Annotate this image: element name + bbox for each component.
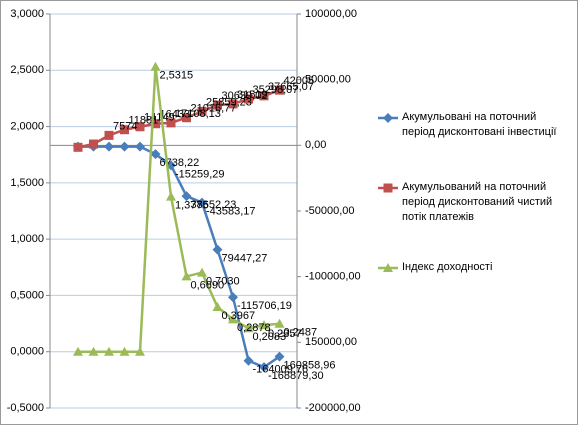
marker bbox=[383, 263, 393, 272]
y-tick-label: 0,0000 bbox=[10, 346, 44, 358]
marker bbox=[383, 113, 393, 123]
marker bbox=[274, 351, 285, 362]
marker bbox=[212, 244, 223, 255]
marker bbox=[228, 314, 238, 324]
data-label: -15259,29 bbox=[175, 168, 225, 180]
marker bbox=[383, 183, 393, 193]
marker bbox=[150, 61, 161, 71]
legend-entry: Акумульований на поточний період дисконт… bbox=[402, 181, 553, 223]
legend-entry: Акумульовані на поточний період дисконто… bbox=[402, 111, 557, 138]
data-label: -168879,30 bbox=[268, 370, 324, 382]
marker bbox=[89, 139, 98, 149]
y2-tick-label: 100000,00 bbox=[305, 8, 357, 20]
marker bbox=[259, 362, 269, 373]
marker bbox=[119, 346, 130, 356]
data-label: -164009,76 bbox=[253, 364, 309, 376]
marker bbox=[244, 94, 253, 104]
marker bbox=[73, 346, 83, 356]
data-label: 0,6690 bbox=[191, 279, 225, 291]
y2-tick-label: -50000,00 bbox=[305, 205, 355, 217]
marker bbox=[166, 191, 176, 201]
marker bbox=[104, 130, 114, 140]
data-label: 37665,07 bbox=[268, 81, 314, 93]
legend-entry: Індекс доходності bbox=[402, 261, 493, 273]
data-label: 0,2083 bbox=[253, 331, 287, 343]
marker bbox=[73, 142, 83, 152]
marker bbox=[259, 91, 269, 101]
legend-label: Індекс доходності bbox=[402, 261, 493, 273]
marker bbox=[197, 197, 207, 208]
y2-tick-label: 150000,00 bbox=[305, 336, 357, 348]
data-label: 1,3775 bbox=[175, 200, 209, 212]
marker bbox=[181, 191, 192, 202]
data-label: 38652,23 bbox=[191, 199, 237, 211]
marker bbox=[275, 85, 284, 95]
marker bbox=[166, 118, 176, 128]
data-label: 0,3967 bbox=[222, 310, 256, 322]
marker bbox=[274, 318, 285, 328]
y-tick-label: 1,5000 bbox=[10, 177, 44, 189]
data-label: -115706,19 bbox=[237, 300, 292, 312]
marker bbox=[182, 113, 191, 123]
data-label: 7574 bbox=[113, 120, 137, 132]
y2-tick-label: -100000,00 bbox=[305, 271, 361, 283]
y-tick-label: 1,0000 bbox=[10, 233, 44, 245]
marker bbox=[151, 119, 160, 129]
marker bbox=[243, 323, 254, 333]
legend-label: Акумульований на поточний період дисконт… bbox=[402, 181, 553, 223]
marker bbox=[197, 267, 207, 277]
data-label: 79447,27 bbox=[222, 253, 268, 265]
data-label: -43583,17 bbox=[206, 205, 256, 217]
y-tick-label: 3,0000 bbox=[10, 8, 44, 20]
marker bbox=[243, 355, 254, 366]
marker bbox=[212, 302, 223, 312]
data-label: 11881 bbox=[129, 115, 159, 127]
marker bbox=[228, 99, 238, 109]
data-label: 16433 bbox=[160, 109, 191, 121]
marker bbox=[135, 346, 145, 356]
y-tick-label: 2,0000 bbox=[10, 120, 44, 132]
marker bbox=[135, 141, 145, 152]
data-label: 17108,13 bbox=[175, 108, 221, 120]
y2-tick-label: 0,00 bbox=[305, 139, 326, 151]
data-label: 0,2878 bbox=[237, 322, 271, 334]
data-label: 0,7030 bbox=[206, 275, 240, 287]
marker bbox=[88, 346, 99, 356]
marker bbox=[135, 122, 145, 132]
marker bbox=[119, 141, 130, 152]
marker bbox=[150, 149, 161, 160]
data-label: 0,2357 bbox=[268, 328, 302, 340]
y2-tick-label: 50000,00 bbox=[305, 74, 351, 86]
data-label: 2,5315 bbox=[160, 70, 194, 82]
y-tick-label: 2,5000 bbox=[10, 64, 44, 76]
data-label: 160858,96 bbox=[284, 360, 336, 372]
data-label: 42005 bbox=[284, 75, 315, 87]
marker bbox=[120, 125, 129, 135]
marker bbox=[104, 141, 114, 152]
data-label: 30639,02 bbox=[222, 90, 268, 102]
data-label: 35298,07 bbox=[253, 84, 299, 96]
data-label: 31519 bbox=[237, 89, 268, 101]
y-tick-label: 0,5000 bbox=[10, 289, 44, 301]
marker bbox=[213, 100, 222, 110]
marker bbox=[104, 346, 114, 356]
marker bbox=[197, 106, 207, 116]
legend-label: Акумульовані на поточний період дисконто… bbox=[402, 111, 557, 138]
marker bbox=[181, 271, 192, 281]
y-tick-label: -0,5000 bbox=[7, 402, 44, 414]
data-label: 21016,77 bbox=[191, 103, 237, 115]
data-label: 0,2487 bbox=[284, 327, 318, 339]
marker bbox=[259, 320, 269, 330]
data-label: 25859,23 bbox=[206, 96, 252, 108]
marker bbox=[228, 292, 238, 303]
y2-tick-label: -200000,00 bbox=[305, 402, 361, 414]
data-label: 6738,22 bbox=[160, 157, 200, 169]
